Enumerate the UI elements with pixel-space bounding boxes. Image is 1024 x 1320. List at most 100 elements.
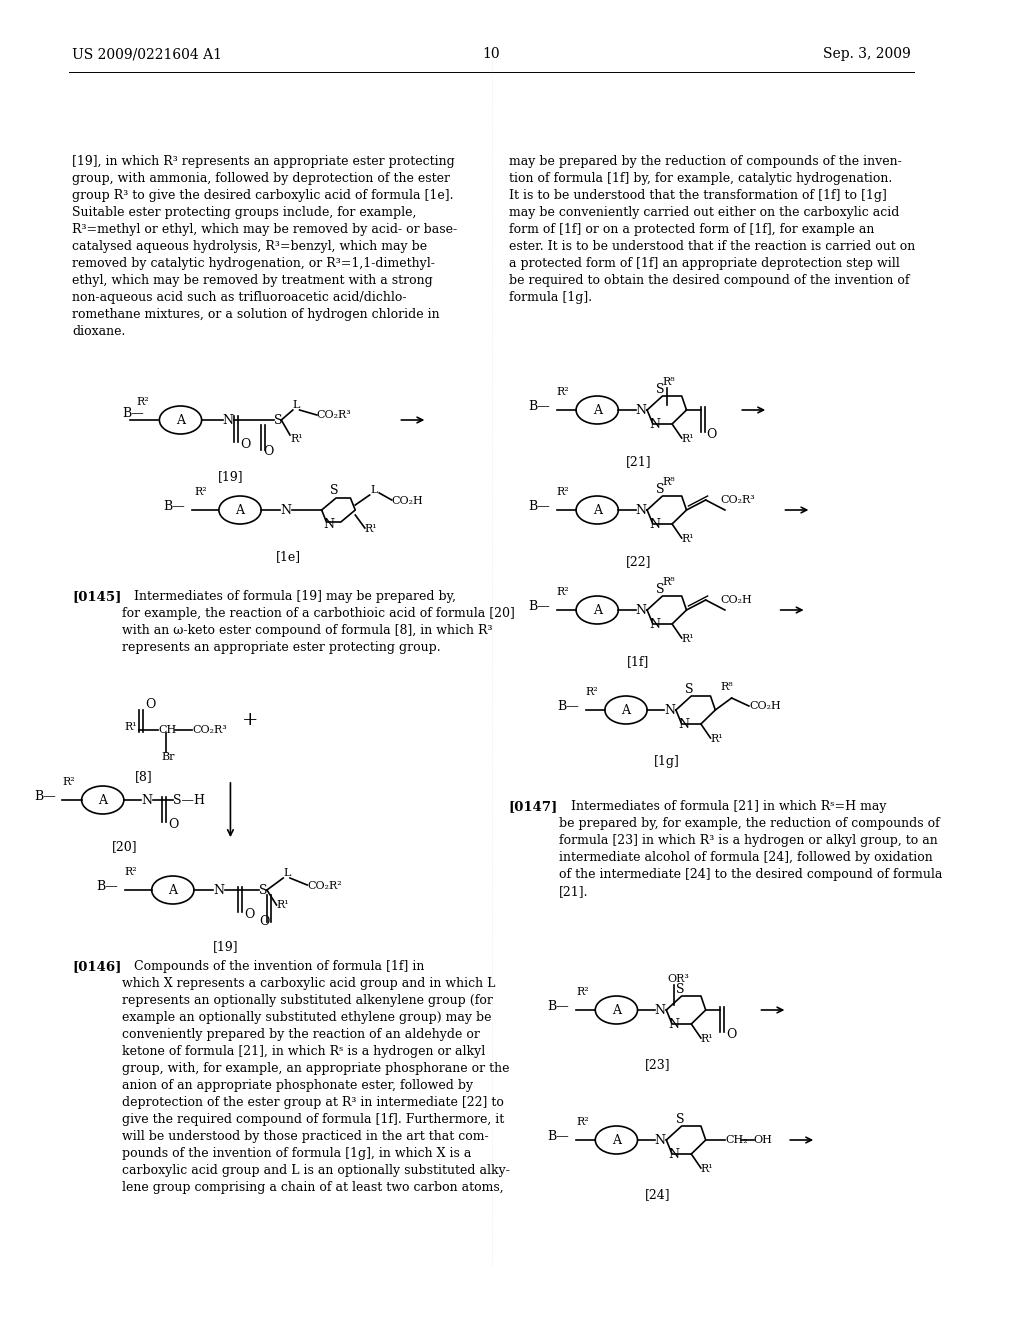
Text: L: L [371, 484, 378, 495]
Text: N: N [213, 883, 224, 896]
Text: B—: B— [528, 500, 550, 513]
Text: O: O [168, 818, 178, 832]
Text: N: N [649, 618, 660, 631]
Text: A: A [612, 1134, 621, 1147]
Text: O: O [707, 428, 717, 441]
Text: N: N [654, 1003, 666, 1016]
Text: R¹: R¹ [700, 1034, 714, 1044]
Text: R¹: R¹ [365, 524, 378, 535]
Text: N: N [669, 1148, 680, 1162]
Text: A: A [168, 883, 177, 896]
Text: [0146]: [0146] [72, 960, 122, 973]
Text: OR³: OR³ [668, 974, 689, 983]
Text: N: N [636, 603, 646, 616]
Text: A: A [176, 413, 185, 426]
Text: S: S [676, 983, 684, 997]
Text: R⁸: R⁸ [663, 477, 675, 487]
Text: S: S [656, 583, 665, 597]
Text: [8]: [8] [135, 770, 153, 783]
Text: R²: R² [62, 777, 75, 787]
Text: R¹: R¹ [682, 535, 694, 544]
Text: A: A [612, 1003, 621, 1016]
Text: A: A [98, 793, 108, 807]
Text: B—: B— [548, 1130, 569, 1143]
Text: [24]: [24] [645, 1188, 671, 1201]
Text: N: N [649, 517, 660, 531]
Text: CO₂H: CO₂H [749, 701, 780, 711]
Text: R²: R² [136, 397, 150, 407]
Text: [21]: [21] [626, 455, 651, 469]
Text: [19]: [19] [213, 940, 239, 953]
Text: +: + [242, 711, 258, 729]
Text: B—: B— [34, 789, 55, 803]
Text: O: O [240, 438, 251, 451]
Text: B—: B— [528, 601, 550, 612]
Text: B—: B— [164, 500, 185, 513]
Text: [1e]: [1e] [275, 550, 301, 564]
Text: R¹: R¹ [125, 722, 137, 733]
Text: N: N [636, 503, 646, 516]
Text: N: N [678, 718, 689, 731]
Text: CO₂R³: CO₂R³ [193, 725, 226, 735]
Text: S—H: S—H [173, 793, 205, 807]
Text: S: S [656, 483, 665, 496]
Text: O: O [244, 908, 254, 921]
Text: L: L [293, 400, 300, 411]
Text: Br: Br [162, 752, 175, 762]
Text: A: A [593, 404, 602, 417]
Text: R²: R² [557, 487, 569, 498]
Text: Compounds of the invention of formula [1f] in
which X represents a carboxylic ac: Compounds of the invention of formula [1… [122, 960, 510, 1195]
Text: O: O [726, 1028, 736, 1041]
Text: R²: R² [194, 487, 207, 498]
Text: Sep. 3, 2009: Sep. 3, 2009 [823, 48, 911, 61]
Text: S: S [259, 883, 267, 896]
Text: Intermediates of formula [21] in which Rˢ=H may
be prepared by, for example, the: Intermediates of formula [21] in which R… [559, 800, 942, 898]
Text: R¹: R¹ [276, 900, 289, 909]
Text: [19]: [19] [218, 470, 244, 483]
Text: N: N [654, 1134, 666, 1147]
Text: S: S [676, 1113, 684, 1126]
Text: B—: B— [528, 400, 550, 413]
Text: CO₂R³: CO₂R³ [720, 495, 755, 506]
Text: CO₂R³: CO₂R³ [316, 411, 351, 420]
Text: [19], in which R³ represents an appropriate ester protecting
group, with ammonia: [19], in which R³ represents an appropri… [72, 154, 457, 338]
Text: CH₂: CH₂ [725, 1135, 748, 1144]
Text: [1f]: [1f] [628, 655, 649, 668]
Text: R¹: R¹ [682, 634, 694, 644]
Text: B—: B— [557, 700, 579, 713]
Text: S: S [273, 413, 283, 426]
Text: R¹: R¹ [700, 1164, 714, 1173]
Text: CO₂R²: CO₂R² [307, 880, 342, 891]
Text: R⁸: R⁸ [720, 682, 733, 692]
Text: S: S [685, 682, 693, 696]
Text: CO₂H: CO₂H [392, 496, 424, 506]
Text: A: A [593, 503, 602, 516]
Text: [1g]: [1g] [654, 755, 680, 768]
Text: N: N [281, 503, 292, 516]
Text: [22]: [22] [626, 554, 651, 568]
Text: N: N [141, 793, 153, 807]
Text: N: N [649, 418, 660, 432]
Text: A: A [236, 503, 245, 516]
Text: R¹: R¹ [682, 434, 694, 444]
Text: [0147]: [0147] [509, 800, 558, 813]
Text: N: N [669, 1018, 680, 1031]
Text: R²: R² [586, 686, 598, 697]
Text: may be prepared by the reduction of compounds of the inven-
tion of formula [1f]: may be prepared by the reduction of comp… [509, 154, 915, 304]
Text: R²: R² [577, 987, 589, 997]
Text: R²: R² [125, 867, 137, 876]
Text: S: S [330, 484, 338, 498]
Text: OH: OH [754, 1135, 772, 1144]
Text: A: A [622, 704, 631, 717]
Text: N: N [323, 517, 334, 531]
Text: [0145]: [0145] [72, 590, 122, 603]
Text: R²: R² [577, 1117, 589, 1127]
Text: A: A [593, 603, 602, 616]
Text: R⁸: R⁸ [663, 378, 675, 387]
Text: O: O [145, 698, 156, 711]
Text: CH: CH [159, 725, 177, 735]
Text: R²: R² [557, 387, 569, 397]
Text: R²: R² [557, 587, 569, 597]
Text: N: N [223, 413, 233, 426]
Text: R¹: R¹ [711, 734, 723, 744]
